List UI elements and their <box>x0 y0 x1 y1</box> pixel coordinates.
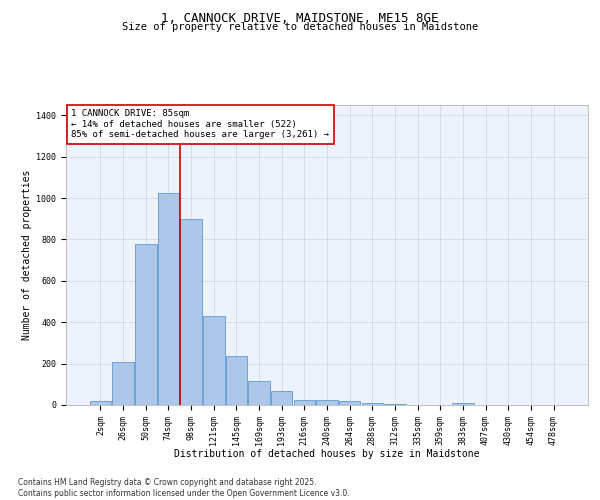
Bar <box>226 356 247 405</box>
Bar <box>181 219 202 405</box>
Bar <box>362 402 383 405</box>
Bar <box>158 193 179 405</box>
Text: Contains HM Land Registry data © Crown copyright and database right 2025.
Contai: Contains HM Land Registry data © Crown c… <box>18 478 350 498</box>
X-axis label: Distribution of detached houses by size in Maidstone: Distribution of detached houses by size … <box>174 449 480 459</box>
Text: Size of property relative to detached houses in Maidstone: Size of property relative to detached ho… <box>122 22 478 32</box>
Y-axis label: Number of detached properties: Number of detached properties <box>22 170 32 340</box>
Bar <box>339 402 361 405</box>
Bar <box>112 362 134 405</box>
Bar <box>384 404 406 405</box>
Text: 1, CANNOCK DRIVE, MAIDSTONE, ME15 8GE: 1, CANNOCK DRIVE, MAIDSTONE, ME15 8GE <box>161 12 439 26</box>
Bar <box>293 400 315 405</box>
Bar <box>316 400 338 405</box>
Text: 1 CANNOCK DRIVE: 85sqm
← 14% of detached houses are smaller (522)
85% of semi-de: 1 CANNOCK DRIVE: 85sqm ← 14% of detached… <box>71 110 329 140</box>
Bar <box>90 401 111 405</box>
Bar <box>203 316 224 405</box>
Bar <box>452 402 473 405</box>
Bar <box>271 390 292 405</box>
Bar <box>248 381 270 405</box>
Bar <box>135 244 157 405</box>
